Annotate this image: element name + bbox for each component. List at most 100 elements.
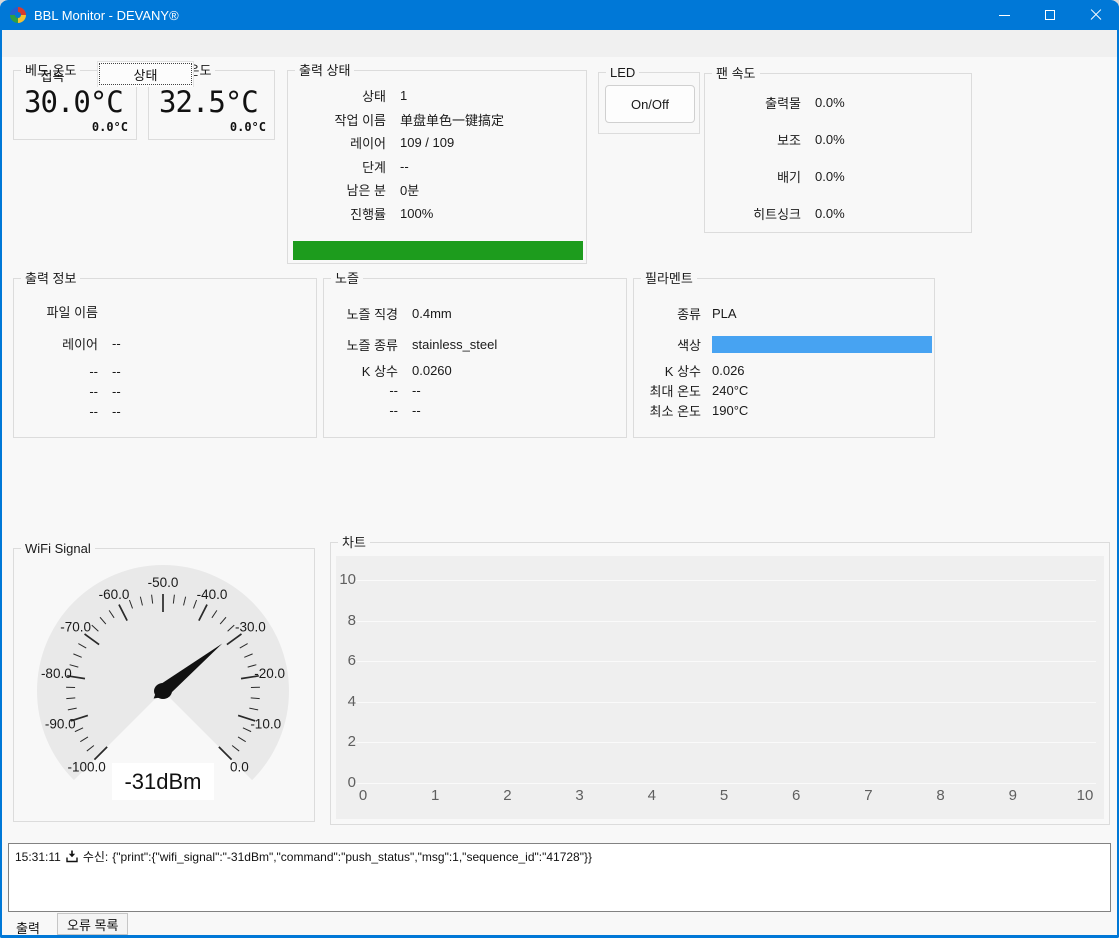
window-controls	[981, 0, 1119, 30]
field-value: stainless_steel	[412, 337, 498, 352]
print-info-rows: 파일 이름 레이어 -- -- -- -- -- -- --	[14, 303, 316, 423]
field-row: 노즐 직경 0.4mm	[324, 305, 626, 322]
field-row: 작업 이름 单盘单色一键搞定	[288, 111, 586, 128]
print-progress-fill	[293, 241, 583, 260]
field-row: -- --	[14, 403, 316, 420]
field-label: 종류	[677, 307, 701, 322]
field-label: K 상수	[664, 364, 701, 379]
field-label: 상태	[362, 89, 386, 104]
chart-gridline	[356, 701, 1096, 703]
field-label: K 상수	[361, 364, 398, 379]
field-label: 히트싱크	[753, 207, 801, 222]
chart-x-tick: 1	[431, 787, 440, 804]
log-line: 15:31:11 수신: {"print":{"wifi_signal":"-3…	[15, 848, 1104, 865]
field-label: 노즐 직경	[346, 307, 398, 322]
field-row: 보조 0.0%	[705, 131, 971, 148]
svg-text:-90.0: -90.0	[45, 716, 76, 731]
bed-temp-current: 30.0°C	[24, 85, 124, 119]
chart-y-tick: 10	[339, 571, 356, 588]
bed-temp-target: 0.0°C	[91, 120, 128, 134]
bottom-tab-errors[interactable]: 오류 목록	[57, 913, 129, 935]
minimize-button[interactable]	[981, 0, 1027, 30]
chart-x-tick: 6	[792, 787, 801, 804]
window-border-left	[0, 0, 2, 938]
field-label: 출력물	[765, 96, 801, 111]
field-value: 0.0%	[815, 206, 845, 221]
field-row: 출력물 0.0%	[705, 94, 971, 111]
svg-text:-50.0: -50.0	[148, 575, 179, 590]
field-row: 단계 --	[288, 158, 586, 175]
app-icon	[10, 7, 26, 23]
led-onoff-button[interactable]: On/Off	[605, 85, 695, 123]
close-button[interactable]	[1073, 0, 1119, 30]
bed-temp-group: 베드 온도 30.0°C 0.0°C	[13, 63, 137, 140]
field-label: --	[389, 403, 398, 418]
fan-speed-group: 팬 속도 출력물 0.0% 보조 0.0% 배기 0.0% 히트싱크 0.0%	[704, 66, 972, 233]
svg-text:0.0: 0.0	[230, 759, 249, 774]
bed-temp-title: 베드 온도	[21, 63, 81, 78]
log-textbox[interactable]: 15:31:11 수신: {"print":{"wifi_signal":"-3…	[8, 843, 1111, 912]
bottom-tab-output[interactable]: 출력	[16, 921, 40, 936]
print-progress-bar	[293, 241, 583, 260]
field-value: 100%	[400, 205, 434, 221]
field-value: 109 / 109	[400, 135, 455, 150]
chart-x-tick: 9	[1008, 787, 1017, 804]
field-row: 레이어 --	[14, 335, 316, 352]
log-message: {"print":{"wifi_signal":"-31dBm","comman…	[112, 849, 592, 864]
field-row: 노즐 종류 stainless_steel	[324, 336, 626, 353]
chart-title: 차트	[338, 535, 370, 550]
wifi-signal-group: WiFi Signal -100.0 -90.0 -80.0 -70.0 -60.0 -5…	[13, 541, 315, 822]
svg-text:-30.0: -30.0	[235, 620, 266, 635]
chart-y-tick: 2	[347, 733, 356, 751]
field-value: --	[400, 158, 409, 174]
field-row: 파일 이름	[14, 303, 316, 320]
nozzle-title: 노즐	[331, 271, 363, 286]
field-label: 노즐 종류	[346, 338, 398, 353]
field-label: 남은 분	[346, 183, 387, 198]
field-label: 보조	[777, 133, 801, 148]
field-value: 0.026	[712, 363, 745, 378]
svg-text:-70.0: -70.0	[60, 620, 91, 635]
field-value: --	[112, 404, 121, 419]
window-border-bottom	[0, 935, 1119, 938]
field-value: 0.4mm	[412, 306, 452, 321]
tab-status[interactable]: 상태	[97, 61, 194, 87]
fan-speed-rows: 출력물 0.0% 보조 0.0% 배기 0.0% 히트싱크 0.0%	[705, 94, 971, 242]
field-label: 레이어	[350, 136, 386, 151]
svg-text:-40.0: -40.0	[197, 587, 228, 602]
chart-canvas[interactable]: 10 8 6 4 2 0 0 1 2 3 4 5 6 7 8 9 10	[336, 556, 1104, 819]
status-page: 베드 온도 30.0°C 0.0°C 노즐 온도 32.5°C 0.0°C 출력…	[0, 57, 1119, 936]
wifi-gauge: -100.0 -90.0 -80.0 -70.0 -60.0 -50.0 -40.0 -30.…	[21, 561, 309, 817]
chart-y-tick: 8	[347, 611, 356, 629]
chart-x-tick: 4	[647, 787, 656, 804]
field-value: 240°C	[712, 383, 749, 398]
chart-x-tick: 0	[358, 787, 368, 804]
svg-text:-80.0: -80.0	[41, 666, 72, 681]
field-value: 1	[400, 88, 408, 103]
field-value: 0.0260	[412, 363, 452, 378]
field-label: 최대 온도	[649, 384, 701, 399]
log-direction: 수신:	[82, 850, 109, 864]
window-border-right	[1117, 0, 1119, 938]
field-row: -- --	[14, 383, 316, 400]
nozzle-temp-current: 32.5°C	[159, 85, 259, 119]
field-value: --	[112, 384, 121, 399]
chart-x-tick: 10	[1076, 787, 1094, 804]
field-row: 색상	[634, 336, 934, 353]
chart-gridline	[356, 742, 1096, 744]
nozzle-group: 노즐 노즐 직경 0.4mm 노즐 종류 stainless_steel K 상수 0.0…	[323, 271, 627, 438]
field-label: --	[89, 404, 98, 419]
field-value: --	[112, 336, 121, 351]
field-value: 单盘单色一键搞定	[400, 112, 505, 128]
maximize-button[interactable]	[1027, 0, 1073, 30]
field-label: 색상	[677, 338, 701, 353]
field-row: 히트싱크 0.0%	[705, 205, 971, 222]
maximize-icon	[1045, 10, 1055, 20]
field-row: -- --	[324, 402, 626, 419]
chart-gridline	[356, 620, 1096, 622]
field-label: 배기	[777, 170, 801, 185]
chart-x-tick: 5	[719, 787, 729, 804]
tab-connect[interactable]: 접속	[40, 68, 65, 84]
field-label: 파일 이름	[46, 305, 98, 320]
